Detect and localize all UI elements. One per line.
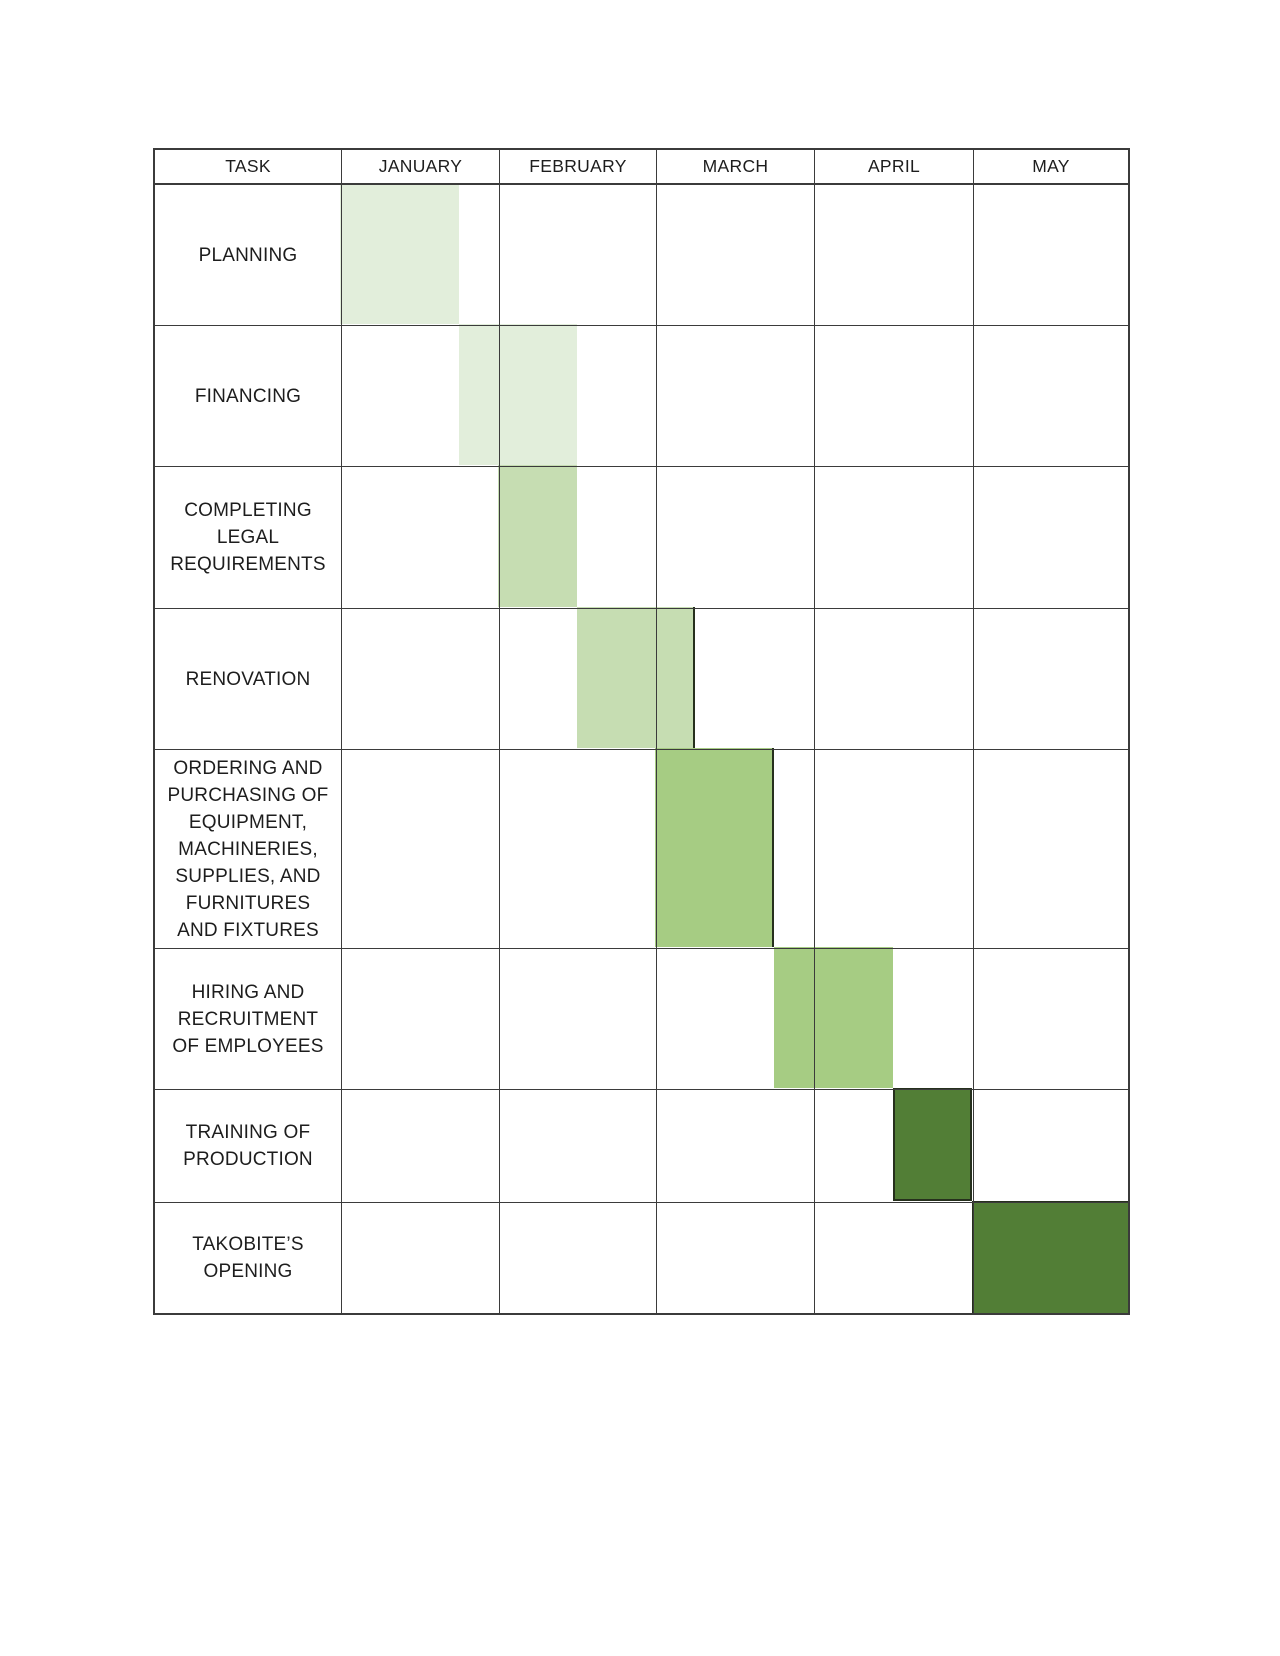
cell-hiring-and-recruitment-may xyxy=(974,949,1128,1090)
cell-takobites-opening-may xyxy=(974,1203,1128,1313)
cell-hiring-and-recruitment-march xyxy=(657,949,815,1090)
cell-ordering-and-purchasing-april xyxy=(815,750,974,949)
cell-ordering-and-purchasing-january xyxy=(342,750,500,949)
task-label-line: REQUIREMENTS xyxy=(170,551,325,578)
task-label-planning: PLANNING xyxy=(155,185,342,326)
cell-hiring-and-recruitment-january xyxy=(342,949,500,1090)
task-label-line: RENOVATION xyxy=(186,666,311,693)
cell-renovation-january xyxy=(342,609,500,750)
cell-training-of-production-january xyxy=(342,1090,500,1203)
task-label-line: HIRING AND xyxy=(172,979,323,1006)
cell-planning-february xyxy=(500,185,657,326)
task-label-line: PLANNING xyxy=(199,242,298,269)
cell-completing-legal-requirements-may xyxy=(974,467,1128,609)
cell-takobites-opening-march xyxy=(657,1203,815,1313)
cell-financing-january xyxy=(342,326,500,467)
cell-ordering-and-purchasing-february xyxy=(500,750,657,949)
task-label-line: COMPLETING xyxy=(170,497,325,524)
task-label-line: AND FIXTURES xyxy=(168,917,329,944)
task-label-text: RENOVATION xyxy=(186,666,311,693)
cell-hiring-and-recruitment-february xyxy=(500,949,657,1090)
task-label-text: TRAINING OFPRODUCTION xyxy=(183,1119,313,1173)
task-label-text: TAKOBITE’SOPENING xyxy=(192,1231,303,1285)
cell-renovation-march xyxy=(657,609,815,750)
cell-completing-legal-requirements-march xyxy=(657,467,815,609)
task-label-line: TAKOBITE’S xyxy=(192,1231,303,1258)
task-label-renovation: RENOVATION xyxy=(155,609,342,750)
cell-renovation-may xyxy=(974,609,1128,750)
task-label-line: PURCHASING OF xyxy=(168,782,329,809)
task-label-hiring-and-recruitment: HIRING ANDRECRUITMENTOF EMPLOYEES xyxy=(155,949,342,1090)
task-label-line: OPENING xyxy=(192,1258,303,1285)
cell-ordering-and-purchasing-may xyxy=(974,750,1128,949)
task-label-line: OF EMPLOYEES xyxy=(172,1033,323,1060)
cell-takobites-opening-january xyxy=(342,1203,500,1313)
header-january: JANUARY xyxy=(342,150,500,185)
cell-financing-april xyxy=(815,326,974,467)
cell-ordering-and-purchasing-march xyxy=(657,750,815,949)
task-label-line: ORDERING AND xyxy=(168,755,329,782)
cell-completing-legal-requirements-january xyxy=(342,467,500,609)
task-label-text: PLANNING xyxy=(199,242,298,269)
task-label-line: PRODUCTION xyxy=(183,1146,313,1173)
gantt-grid: TASKJANUARYFEBRUARYMARCHAPRILMAY PLANNING… xyxy=(153,148,1130,1315)
task-label-completing-legal-requirements: COMPLETINGLEGALREQUIREMENTS xyxy=(155,467,342,609)
header-february: FEBRUARY xyxy=(500,150,657,185)
header-may: MAY xyxy=(974,150,1128,185)
header-march: MARCH xyxy=(657,150,815,185)
cell-training-of-production-march xyxy=(657,1090,815,1203)
cell-training-of-production-february xyxy=(500,1090,657,1203)
cell-financing-february xyxy=(500,326,657,467)
cell-training-of-production-april xyxy=(815,1090,974,1203)
task-label-text: FINANCING xyxy=(195,383,301,410)
header-april: APRIL xyxy=(815,150,974,185)
cell-planning-march xyxy=(657,185,815,326)
task-label-line: RECRUITMENT xyxy=(172,1006,323,1033)
task-label-line: LEGAL xyxy=(170,524,325,551)
gantt-chart: TASKJANUARYFEBRUARYMARCHAPRILMAY PLANNING… xyxy=(153,148,1130,1315)
task-label-line: FURNITURES xyxy=(168,890,329,917)
task-label-text: HIRING ANDRECRUITMENTOF EMPLOYEES xyxy=(172,979,323,1060)
task-label-line: TRAINING OF xyxy=(183,1119,313,1146)
task-label-text: COMPLETINGLEGALREQUIREMENTS xyxy=(170,497,325,578)
task-label-line: EQUIPMENT, xyxy=(168,809,329,836)
task-label-training-of-production: TRAINING OFPRODUCTION xyxy=(155,1090,342,1203)
cell-takobites-opening-april xyxy=(815,1203,974,1313)
task-label-line: FINANCING xyxy=(195,383,301,410)
cell-completing-legal-requirements-february xyxy=(500,467,657,609)
header-task: TASK xyxy=(155,150,342,185)
cell-training-of-production-may xyxy=(974,1090,1128,1203)
task-label-takobites-opening: TAKOBITE’SOPENING xyxy=(155,1203,342,1313)
task-label-financing: FINANCING xyxy=(155,326,342,467)
task-label-ordering-and-purchasing: ORDERING ANDPURCHASING OFEQUIPMENT,MACHI… xyxy=(155,750,342,949)
cell-completing-legal-requirements-april xyxy=(815,467,974,609)
cell-planning-april xyxy=(815,185,974,326)
task-label-line: MACHINERIES, xyxy=(168,836,329,863)
cell-planning-january xyxy=(342,185,500,326)
cell-financing-may xyxy=(974,326,1128,467)
task-label-line: SUPPLIES, AND xyxy=(168,863,329,890)
cell-takobites-opening-february xyxy=(500,1203,657,1313)
cell-planning-may xyxy=(974,185,1128,326)
cell-hiring-and-recruitment-april xyxy=(815,949,974,1090)
document-page: TASKJANUARYFEBRUARYMARCHAPRILMAY PLANNING… xyxy=(0,0,1280,1656)
cell-renovation-april xyxy=(815,609,974,750)
task-label-text: ORDERING ANDPURCHASING OFEQUIPMENT,MACHI… xyxy=(168,755,329,944)
cell-renovation-february xyxy=(500,609,657,750)
cell-financing-march xyxy=(657,326,815,467)
